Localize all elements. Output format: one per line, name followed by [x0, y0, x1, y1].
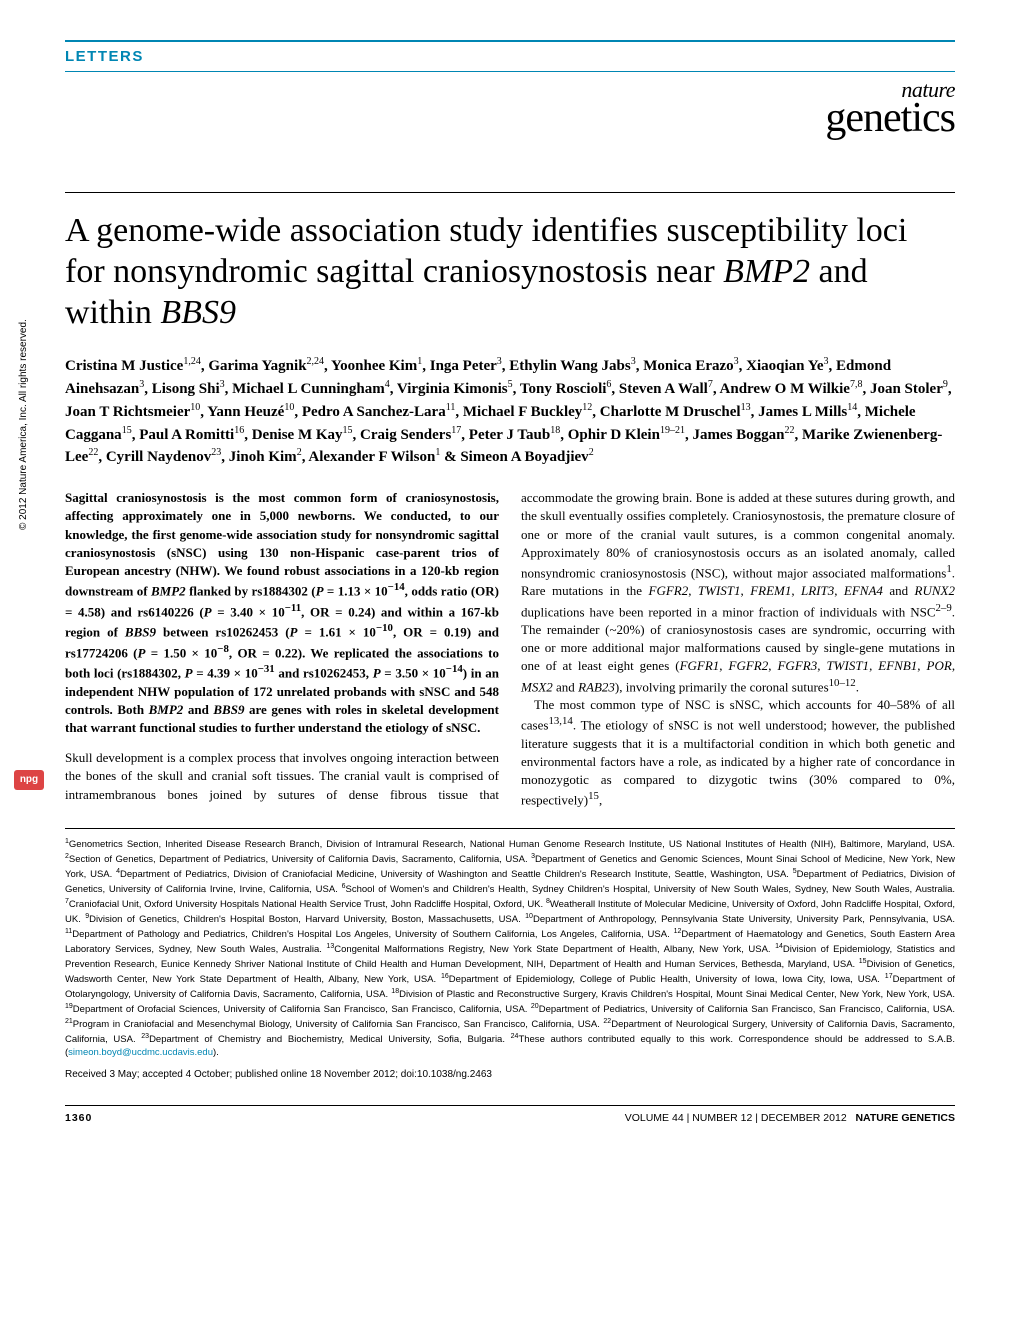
page-footer: 1360 VOLUME 44 | NUMBER 12 | DECEMBER 20… [65, 1105, 955, 1124]
journal-logo: nature genetics [825, 80, 955, 138]
footer-journal: NATURE GENETICS [855, 1112, 955, 1124]
body-columns: Sagittal craniosynostosis is the most co… [65, 489, 955, 810]
received-line: Received 3 May; accepted 4 October; publ… [65, 1069, 955, 1080]
page-number: 1360 [65, 1112, 92, 1124]
section-label: LETTERS [65, 40, 955, 72]
author-list: Cristina M Justice1,24, Garima Yagnik2,2… [65, 355, 955, 469]
npg-badge: npg [14, 770, 44, 790]
journal-line2: genetics [825, 100, 955, 138]
footer-volume: VOLUME 44 | NUMBER 12 | DECEMBER 2012 [625, 1112, 847, 1124]
article-title: A genome-wide association study identifi… [65, 211, 955, 333]
copyright-sidebar: © 2012 Nature America, Inc. All rights r… [18, 319, 29, 530]
abstract: Sagittal craniosynostosis is the most co… [65, 489, 499, 737]
rule-top [65, 192, 955, 193]
affiliations: 1Genometrics Section, Inherited Disease … [65, 828, 955, 1059]
footer-citation: VOLUME 44 | NUMBER 12 | DECEMBER 2012 NA… [625, 1112, 955, 1124]
